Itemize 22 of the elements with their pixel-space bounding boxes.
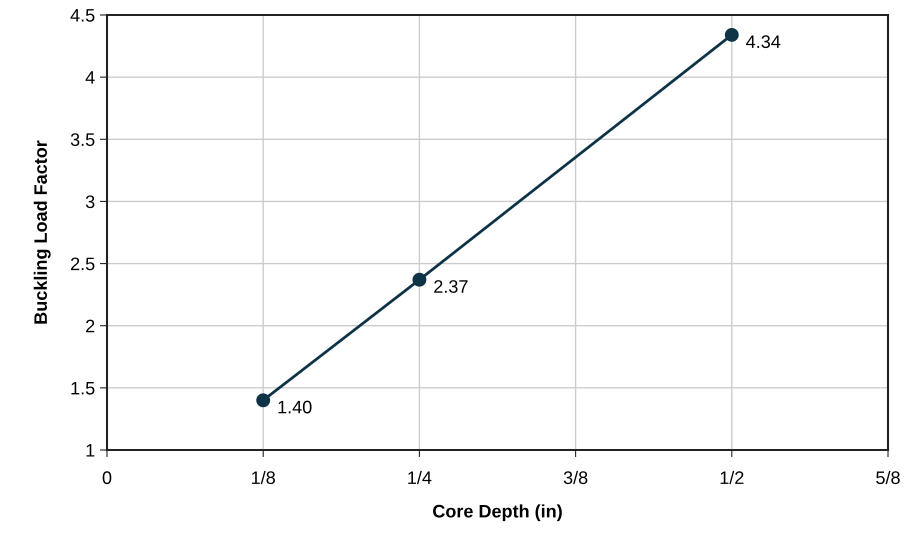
point xyxy=(412,272,426,287)
y-tick-label: 2.5 xyxy=(71,258,94,270)
y-tick-label: 4.5 xyxy=(70,9,94,22)
y-tick-label: 2 xyxy=(86,320,94,332)
x-tick-label: 1/4 xyxy=(408,470,432,484)
point xyxy=(256,393,270,408)
y-tick-label: 3 xyxy=(86,195,94,208)
y-tick-label: 3.5 xyxy=(70,133,94,146)
data-label: 2.37 xyxy=(434,280,468,293)
point xyxy=(724,28,739,42)
data-label: 1.40 xyxy=(278,400,312,414)
y-tick-label: 4 xyxy=(86,71,95,84)
x-tick-label: 0 xyxy=(102,471,112,484)
y-tick-label: 1.5 xyxy=(71,382,94,395)
y-axis-title: Buckling Load Factor xyxy=(34,140,51,324)
x-tick-label: 3/8 xyxy=(564,470,588,484)
data-label: 4.34 xyxy=(746,35,780,48)
x-tick-label: 5/8 xyxy=(876,470,900,484)
x-tick-label: 1/8 xyxy=(252,470,275,484)
x-tick-label: 1/2 xyxy=(720,470,744,484)
y-tick-label: 1 xyxy=(86,444,94,457)
x-axis-title: Core Depth (in) xyxy=(433,504,562,522)
